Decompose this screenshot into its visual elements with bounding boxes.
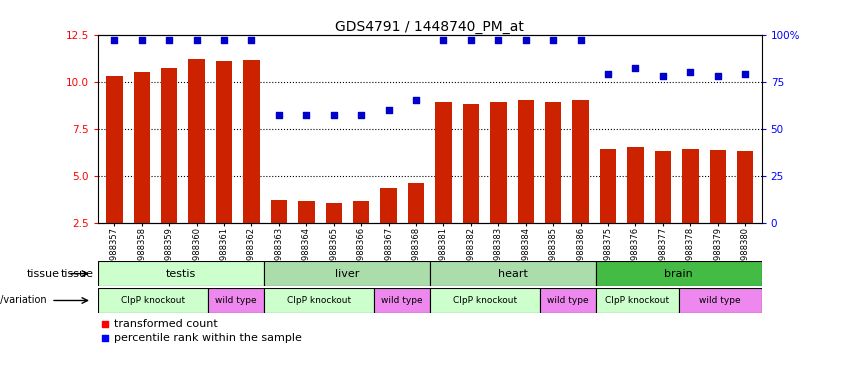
Text: wild type: wild type — [700, 296, 741, 305]
Text: wild type: wild type — [547, 296, 589, 305]
Bar — [435, 102, 452, 270]
Bar — [573, 101, 589, 270]
Point — [107, 37, 121, 43]
Text: liver: liver — [334, 268, 359, 279]
Point — [244, 37, 258, 43]
Bar — [98, 261, 264, 286]
Bar — [243, 60, 260, 270]
Point — [739, 71, 752, 77]
Point — [217, 37, 231, 43]
Bar — [545, 102, 562, 270]
Bar — [271, 200, 287, 270]
Point — [163, 37, 176, 43]
Text: tissue: tissue — [60, 268, 94, 279]
Bar — [374, 288, 430, 313]
Point — [354, 113, 368, 119]
Text: heart: heart — [498, 268, 528, 279]
Text: ClpP knockout: ClpP knockout — [121, 296, 186, 305]
Bar — [408, 183, 425, 270]
Point — [683, 69, 697, 75]
Text: ClpP knockout: ClpP knockout — [453, 296, 517, 305]
Bar — [298, 201, 315, 270]
Point — [464, 37, 477, 43]
Bar — [98, 288, 208, 313]
Text: transformed count: transformed count — [114, 319, 218, 329]
Bar — [679, 288, 762, 313]
Bar — [380, 188, 397, 270]
Point — [629, 65, 643, 71]
Point — [711, 73, 724, 79]
Bar — [161, 68, 177, 270]
Text: wild type: wild type — [215, 296, 257, 305]
Bar — [596, 288, 679, 313]
Bar — [216, 61, 232, 270]
Text: ClpP knockout: ClpP knockout — [605, 296, 669, 305]
Text: genotype/variation: genotype/variation — [0, 295, 47, 306]
Text: ClpP knockout: ClpP knockout — [287, 296, 351, 305]
Point — [492, 37, 505, 43]
Bar — [654, 151, 671, 270]
Bar — [430, 261, 596, 286]
Point — [190, 37, 203, 43]
Point — [546, 37, 560, 43]
Text: brain: brain — [665, 268, 693, 279]
Point — [656, 73, 670, 79]
Point — [327, 113, 340, 119]
Bar — [134, 72, 150, 270]
Bar — [106, 76, 123, 270]
Bar — [430, 288, 540, 313]
Title: GDS4791 / 1448740_PM_at: GDS4791 / 1448740_PM_at — [335, 20, 524, 33]
Bar — [596, 261, 762, 286]
Point — [409, 98, 423, 104]
Point — [519, 37, 533, 43]
Bar — [188, 59, 205, 270]
Point — [98, 321, 111, 327]
Point — [98, 335, 111, 341]
Bar — [737, 151, 753, 270]
Bar — [264, 261, 430, 286]
Bar — [326, 203, 342, 270]
Point — [382, 107, 396, 113]
Point — [437, 37, 450, 43]
Text: testis: testis — [166, 268, 196, 279]
Point — [272, 113, 286, 119]
Text: tissue: tissue — [26, 268, 60, 279]
Bar — [353, 201, 369, 270]
Bar — [710, 150, 726, 270]
Bar — [517, 101, 534, 270]
Bar — [600, 149, 616, 270]
Bar — [208, 288, 264, 313]
Point — [602, 71, 615, 77]
Bar — [463, 104, 479, 270]
Bar — [540, 288, 596, 313]
Bar — [264, 288, 374, 313]
Point — [574, 37, 587, 43]
Bar — [490, 102, 506, 270]
Text: wild type: wild type — [381, 296, 423, 305]
Point — [300, 113, 313, 119]
Text: percentile rank within the sample: percentile rank within the sample — [114, 333, 302, 343]
Point — [135, 37, 149, 43]
Bar — [683, 149, 699, 270]
Bar — [627, 147, 643, 270]
